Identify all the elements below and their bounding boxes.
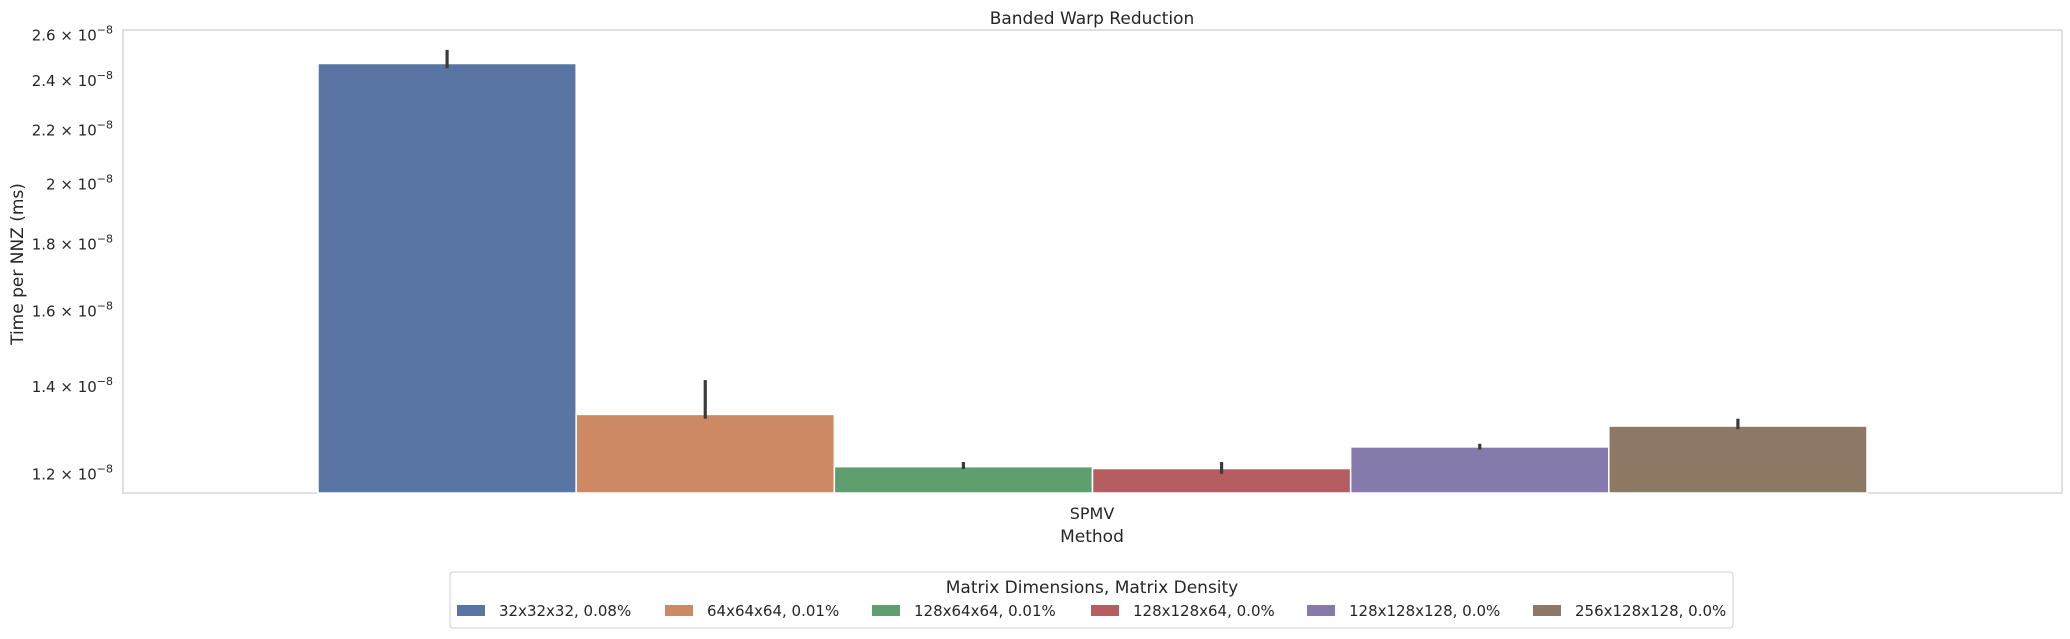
legend-items: 32x32x32, 0.08% 64x64x64, 0.01% 128x64x64,…: [457, 602, 1726, 620]
y-tick-label: 1.6 × 10−8: [32, 299, 113, 320]
y-tick-label: 1.2 × 10−8: [32, 463, 113, 484]
bar-3: [833, 465, 1094, 494]
y-axis-label: Time per NNZ (ms): [8, 183, 28, 346]
bar-6: [1608, 425, 1868, 494]
bar-2: [575, 413, 836, 494]
y-ticks: 1.2 × 10−8 1.4 × 10−8 1.6 × 10−8 1.8 × 10−8…: [32, 23, 113, 483]
y-tick-label: 1.4 × 10−8: [32, 375, 113, 396]
legend-swatch-2: [665, 605, 693, 616]
legend-label-4: 128x128x64, 0.0%: [1133, 602, 1275, 620]
y-tick-label: 2 × 10−8: [46, 172, 113, 193]
y-tick-label: 2.2 × 10−8: [32, 118, 113, 139]
x-axis-label: Method: [1060, 527, 1124, 547]
legend-swatch-4: [1091, 605, 1119, 616]
legend-label-3: 128x64x64, 0.01%: [914, 602, 1056, 620]
legend-label-1: 32x32x32, 0.08%: [499, 602, 631, 620]
bars-layer: [317, 62, 1868, 494]
legend-label-6: 256x128x128, 0.0%: [1575, 602, 1726, 620]
legend-title: Matrix Dimensions, Matrix Density: [946, 578, 1239, 598]
bar-5: [1349, 446, 1610, 494]
legend-label-2: 64x64x64, 0.01%: [707, 602, 839, 620]
legend-swatch-5: [1307, 605, 1335, 616]
legend-swatch-3: [872, 605, 900, 616]
y-tick-label: 1.8 × 10−8: [32, 232, 113, 253]
legend: Matrix Dimensions, Matrix Density 32x32x…: [449, 571, 1734, 629]
legend-swatch-1: [457, 605, 485, 616]
y-tick-label: 2.6 × 10−8: [32, 23, 113, 44]
errorbars-layer: [445, 49, 1740, 474]
chart-title: Banded Warp Reduction: [990, 9, 1195, 29]
legend-label-5: 128x128x128, 0.0%: [1349, 602, 1500, 620]
legend-swatch-6: [1533, 605, 1561, 616]
legend-frame: [449, 571, 1734, 629]
x-tick-label: SPMV: [1070, 504, 1115, 523]
y-tick-label: 2.4 × 10−8: [32, 69, 113, 90]
bar-1: [317, 62, 577, 494]
